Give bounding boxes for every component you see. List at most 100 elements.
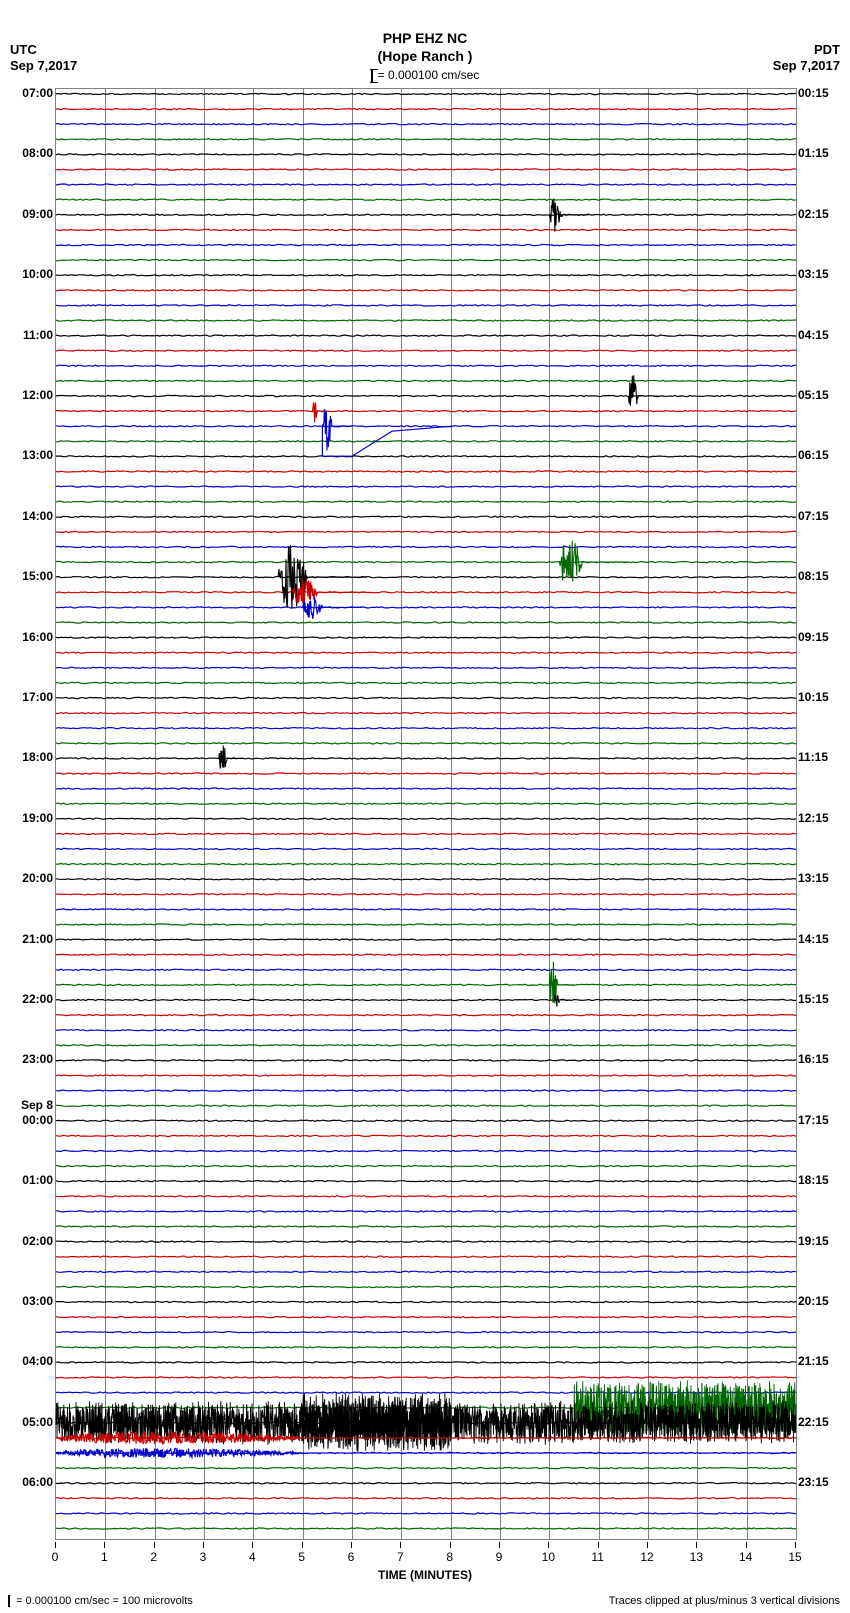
trace xyxy=(56,697,796,698)
utc-time-label: 18:00 xyxy=(22,750,53,764)
trace xyxy=(56,441,796,442)
utc-time-label: 01:00 xyxy=(22,1173,53,1187)
trace xyxy=(56,984,796,985)
utc-time-label: 14:00 xyxy=(22,509,53,523)
x-tick-label: 9 xyxy=(496,1550,503,1564)
trace xyxy=(56,999,796,1000)
trace xyxy=(56,939,796,940)
utc-time-label: 09:00 xyxy=(22,207,53,221)
trace xyxy=(56,109,796,110)
utc-time-label: 04:00 xyxy=(22,1354,53,1368)
pdt-time-label: 18:15 xyxy=(798,1173,829,1187)
trace xyxy=(56,1483,796,1484)
utc-time-label: 22:00 xyxy=(22,992,53,1006)
utc-time-label: 10:00 xyxy=(22,267,53,281)
trace xyxy=(56,1286,796,1287)
trace xyxy=(56,924,796,925)
x-tick-label: 11 xyxy=(591,1550,603,1564)
trace xyxy=(56,1166,796,1167)
trace xyxy=(56,184,796,185)
utc-time-label: 08:00 xyxy=(22,146,53,160)
footer-right: Traces clipped at plus/minus 3 vertical … xyxy=(609,1595,840,1607)
x-tick-label: 12 xyxy=(640,1550,653,1564)
trace xyxy=(56,244,796,245)
utc-time-label: 02:00 xyxy=(22,1234,53,1248)
trace xyxy=(56,501,796,502)
trace xyxy=(56,1030,796,1031)
trace xyxy=(56,305,796,306)
pdt-time-label: 05:15 xyxy=(798,388,829,402)
trace xyxy=(56,1060,796,1061)
trace xyxy=(56,139,796,140)
utc-time-label: 19:00 xyxy=(22,811,53,825)
tz-left: UTC xyxy=(10,42,37,57)
pdt-time-label: 20:15 xyxy=(798,1294,829,1308)
trace xyxy=(56,1075,796,1076)
trace xyxy=(56,169,796,170)
trace xyxy=(56,577,796,578)
trace xyxy=(56,275,796,276)
x-tick-label: 13 xyxy=(690,1550,703,1564)
trace xyxy=(56,1362,796,1363)
trace xyxy=(56,894,796,895)
trace xyxy=(56,1226,796,1227)
scale-label: = 0.000100 cm/sec xyxy=(378,68,480,82)
trace xyxy=(56,1317,796,1318)
trace xyxy=(56,1196,796,1197)
trace xyxy=(56,954,796,955)
x-tick-label: 4 xyxy=(249,1550,256,1564)
utc-time-label: 06:00 xyxy=(22,1475,53,1489)
x-tick-label: 8 xyxy=(446,1550,453,1564)
trace xyxy=(56,516,796,517)
trace xyxy=(56,1271,796,1272)
pdt-time-label: 10:15 xyxy=(798,690,829,704)
pdt-time-label: 23:15 xyxy=(798,1475,829,1489)
seismic-burst xyxy=(549,199,589,232)
plot-area xyxy=(55,88,797,1540)
x-tick-label: 1 xyxy=(101,1550,108,1564)
trace xyxy=(56,1468,796,1469)
trace xyxy=(56,1301,796,1302)
utc-time-label: 07:00 xyxy=(22,86,53,100)
station-name: (Hope Ranch ) xyxy=(0,48,850,64)
trace xyxy=(56,471,796,472)
trace xyxy=(56,335,796,336)
trace xyxy=(56,124,796,125)
trace xyxy=(56,1347,796,1348)
utc-time-label: 20:00 xyxy=(22,871,53,885)
seismic-burst xyxy=(549,962,574,1004)
trace xyxy=(56,531,796,532)
trace xyxy=(56,456,796,457)
trace xyxy=(56,864,796,865)
x-tick-label: 15 xyxy=(788,1550,801,1564)
seismic-burst xyxy=(322,409,352,450)
trace xyxy=(56,652,796,653)
seismic-burst xyxy=(278,545,367,609)
pdt-time-label: 09:15 xyxy=(798,630,829,644)
date-left: Sep 7,2017 xyxy=(10,58,77,73)
utc-time-label: 12:00 xyxy=(22,388,53,402)
seismic-burst xyxy=(303,1392,451,1452)
utc-time-label: 11:00 xyxy=(23,328,53,342)
trace xyxy=(56,1211,796,1212)
trace xyxy=(56,637,796,638)
trace xyxy=(56,260,796,261)
utc-time-label: 00:00 xyxy=(22,1113,53,1127)
trace xyxy=(56,879,796,880)
trace xyxy=(56,229,796,230)
pdt-time-label: 22:15 xyxy=(798,1415,829,1429)
trace xyxy=(56,1332,796,1333)
trace xyxy=(56,1392,796,1393)
pdt-time-label: 00:15 xyxy=(798,86,829,100)
trace xyxy=(56,1105,796,1106)
trace xyxy=(56,713,796,714)
pdt-time-label: 04:15 xyxy=(798,328,829,342)
trace xyxy=(56,622,796,623)
pdt-time-label: 19:15 xyxy=(798,1234,829,1248)
trace xyxy=(56,848,796,849)
trace xyxy=(56,1150,796,1151)
trace xyxy=(56,773,796,774)
x-tick-label: 3 xyxy=(200,1550,207,1564)
trace xyxy=(56,1377,796,1378)
pdt-time-label: 16:15 xyxy=(798,1052,829,1066)
